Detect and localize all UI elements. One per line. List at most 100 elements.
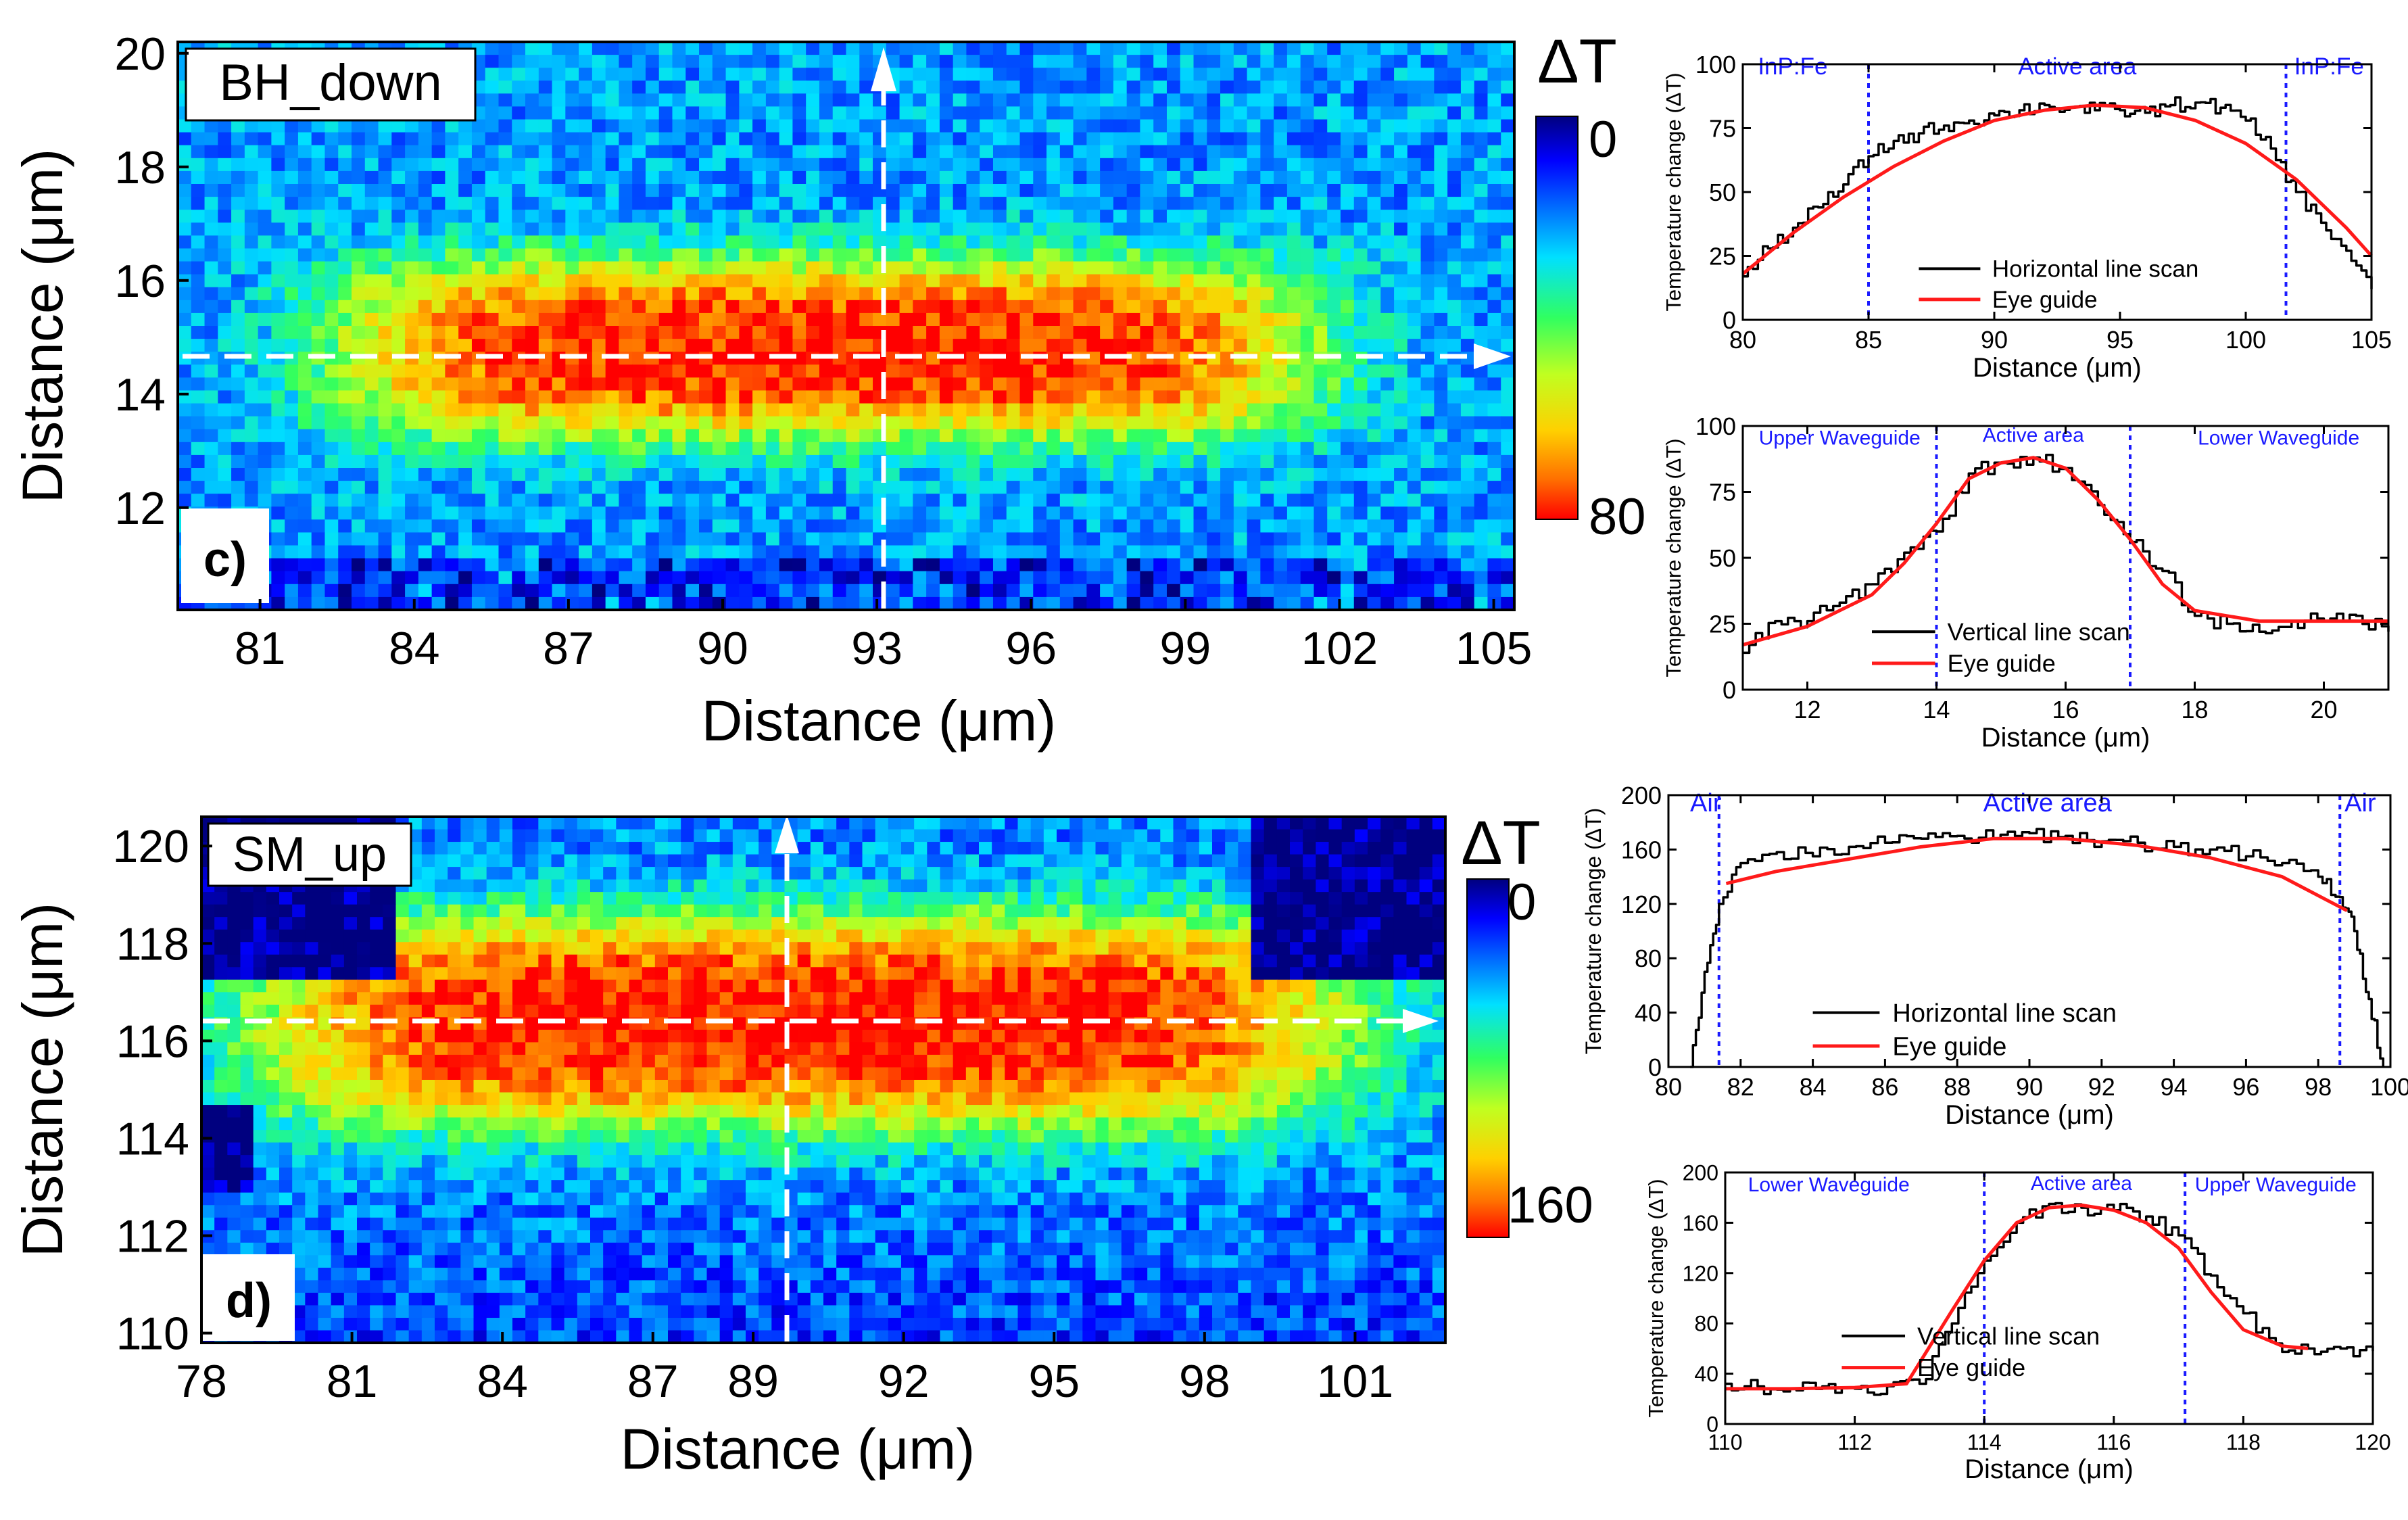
heatmap-cell [699,274,713,288]
heatmap-cell [1073,55,1087,68]
heatmap-cell [953,596,967,611]
heatmap-cell [992,454,1007,469]
heatmap-cell [699,558,713,572]
heatmap-cell [792,364,806,378]
heatmap-cell [204,312,218,327]
heatmap-cell [1300,532,1315,546]
heatmap-cell [1207,377,1221,391]
heatmap-cell [565,235,579,250]
heatmap-cell [592,377,606,391]
heatmap-cell [1247,197,1261,210]
heatmap-cell [752,106,767,120]
heatmap-cell [218,416,232,430]
heatmap-cell [579,584,593,598]
heatmap-cell [512,390,526,404]
heatmap-cell [1153,416,1167,430]
heatmap-cell [632,287,646,301]
heatmap-cell [1286,596,1301,611]
heatmap-cell [1501,158,1515,172]
heatmap-cell [739,42,753,55]
heatmap-cell [1019,506,1034,520]
heatmap-cell [538,854,552,868]
heatmap-cell [297,494,312,507]
heatmap-cell [1059,42,1074,55]
heatmap-cell [1353,300,1368,314]
heatmap-cell [992,55,1007,68]
heatmap-cell [1153,170,1167,185]
heatmap-cell [1140,364,1154,378]
heatmap-cell [1353,339,1368,352]
heatmap-cell [1286,261,1301,275]
heatmap-cell [1153,571,1167,585]
heatmap-cell [819,132,834,146]
heatmap-cell [752,558,767,572]
heatmap-cell [832,454,847,469]
heatmap-cell [498,145,512,159]
heatmap-cell [1059,184,1074,197]
heatmap-cell [732,817,746,830]
heatmap-cell [926,468,940,481]
heatmap-cell [832,416,847,430]
heatmap-cell [1220,481,1234,494]
heatmap-cell [1286,287,1301,301]
heatmap-cell [939,454,954,469]
heatmap-cell [1394,506,1408,520]
heatmap-cell [1340,55,1355,68]
heatmap-cell [668,867,681,880]
heatmap-cell [1300,158,1315,172]
heatmap-cell [1327,235,1341,250]
heatmap-cell [552,119,566,133]
heatmap-cell [1126,403,1141,417]
heatmap-cell [1113,454,1128,469]
heatmap-cell [859,184,873,197]
heatmap-cell [1487,184,1501,197]
heatmap-cell [1233,210,1248,223]
heatmap-cell [658,170,673,185]
heatmap-cell [1460,80,1475,94]
heatmap-cell [473,879,487,893]
heatmap-cell [1420,261,1435,275]
heatmap-cell [1367,55,1381,68]
heatmap-cell [1046,454,1061,469]
heatmap-cell [1394,248,1408,262]
heatmap-cell [431,170,446,185]
heatmap-cell [1069,854,1083,868]
heatmap-cell [485,416,500,430]
heatmap-cell [658,158,673,172]
heatmap-cell [980,390,994,404]
heatmap-cell [408,829,423,842]
heatmap-cell [939,248,954,262]
heatmap-cell [552,390,566,404]
heatmap-cell [1420,300,1435,314]
heatmap-cell [218,145,232,159]
heatmap-cell [1474,519,1489,533]
heatmap-cell [1274,184,1288,197]
heatmap-cell [178,222,192,236]
heatmap-cell [1180,545,1195,559]
heatmap-cell [512,558,526,572]
heatmap-cell [746,879,759,893]
heatmap-cell [953,879,967,893]
heatmap-cell [1260,248,1274,262]
heatmap-cell [1340,312,1355,327]
heatmap-cell [953,210,967,223]
heatmap-cell [538,287,553,301]
heatmap-cell [1095,817,1109,830]
heatmap-cell [552,468,566,481]
heatmap-cell [953,545,967,559]
heatmap-cell [792,158,806,172]
heatmap-cell [499,854,513,868]
heatmap-cell [899,210,913,223]
heatmap-cell [1420,93,1435,108]
heatmap-cell [752,158,767,172]
heatmap-cell [1340,119,1355,133]
heatmap-cell [1353,506,1368,520]
heatmap-cell [338,197,352,210]
heatmap-cell [391,403,406,417]
heatmap-cell [632,377,646,391]
heatmap-cell [1113,532,1128,546]
heatmap-cell [577,817,591,830]
heatmap-cell [1113,596,1128,611]
heatmap-cell [699,261,713,275]
heatmap-cell [832,55,847,68]
